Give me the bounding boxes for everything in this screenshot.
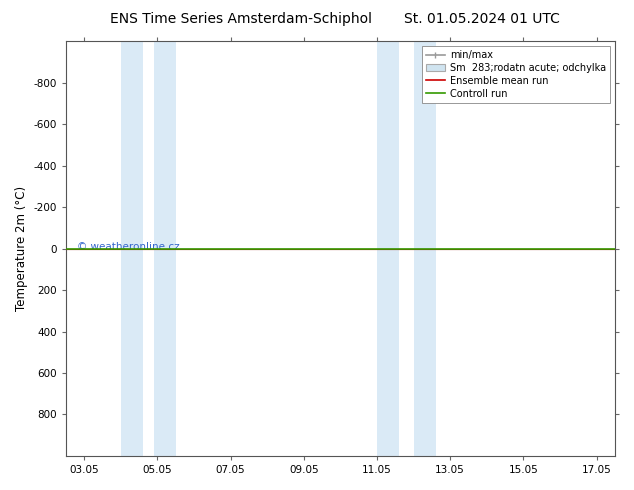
Text: © weatheronline.cz: © weatheronline.cz — [77, 242, 179, 251]
Legend: min/max, Sm  283;rodatn acute; odchylka, Ensemble mean run, Controll run: min/max, Sm 283;rodatn acute; odchylka, … — [422, 46, 610, 102]
Y-axis label: Temperature 2m (°C): Temperature 2m (°C) — [15, 186, 28, 311]
Bar — [413, 41, 436, 456]
Bar — [377, 41, 399, 456]
Bar — [121, 41, 143, 456]
Bar — [154, 41, 176, 456]
Text: St. 01.05.2024 01 UTC: St. 01.05.2024 01 UTC — [404, 12, 560, 26]
Text: ENS Time Series Amsterdam-Schiphol: ENS Time Series Amsterdam-Schiphol — [110, 12, 372, 26]
